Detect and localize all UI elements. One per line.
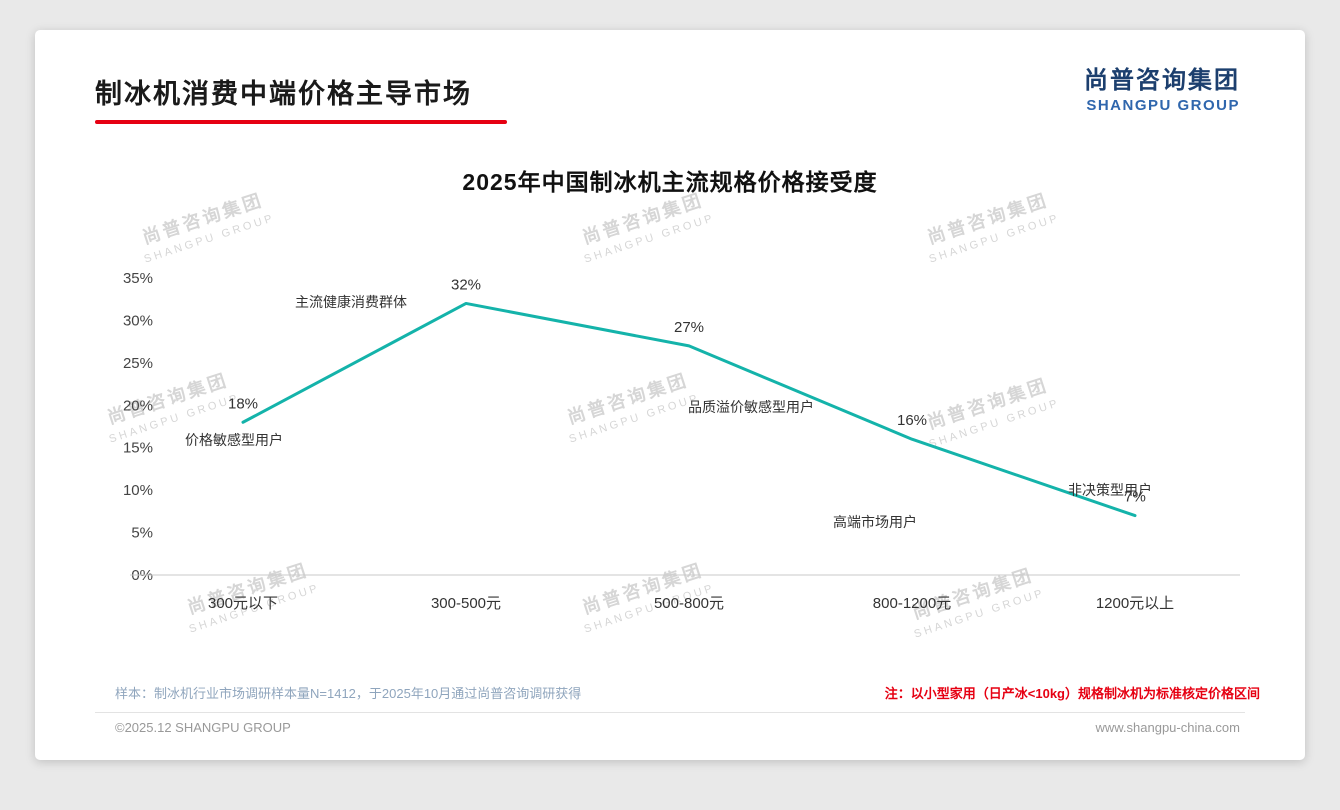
x-axis-label: 300-500元 bbox=[431, 595, 501, 612]
footer-divider bbox=[95, 712, 1245, 713]
y-tick-label: 25% bbox=[123, 355, 153, 372]
line-chart-svg: 0%5%10%15%20%25%30%35%18%32%27%16%7%300元… bbox=[123, 270, 1240, 612]
y-tick-label: 5% bbox=[131, 525, 153, 542]
y-tick-label: 10% bbox=[123, 482, 153, 499]
y-tick-label: 20% bbox=[123, 397, 153, 414]
y-tick-label: 30% bbox=[123, 312, 153, 329]
x-axis-label: 800-1200元 bbox=[873, 595, 951, 612]
slide-card: 尚普咨询集团 SHANGPU GROUP 尚普咨询集团 SHANGPU GROUP 尚普… bbox=[35, 30, 1305, 760]
point-annotation: 品质溢价敏感型用户 bbox=[688, 399, 814, 415]
copyright-text: ©2025.12 SHANGPU GROUP bbox=[115, 720, 291, 735]
value-label: 16% bbox=[897, 412, 927, 429]
value-label: 18% bbox=[228, 395, 258, 412]
acceptance-line bbox=[241, 301, 1137, 518]
x-axis-label: 500-800元 bbox=[654, 595, 724, 612]
line-chart: 0% 5% 10% 15% 20% 25% 30% 35% 18% 32% 27% 16% 7% 300元… bbox=[95, 240, 1275, 630]
value-label: 32% bbox=[451, 276, 481, 293]
chart-title: 2025年中国制冰机主流规格价格接受度 bbox=[462, 169, 878, 195]
y-tick-label: 35% bbox=[123, 270, 153, 287]
value-label: 7% bbox=[1124, 489, 1146, 506]
sample-note: 样本：制冰机行业市场调研样本量N=1412，于2025年10月通过尚普咨询调研获… bbox=[115, 686, 582, 701]
point-annotation: 主流健康消费群体 bbox=[295, 294, 407, 310]
x-axis-label: 300元以下 bbox=[208, 595, 278, 612]
header: 制冰机消费中端价格主导市场 bbox=[95, 72, 507, 124]
x-axis-label: 1200元以上 bbox=[1096, 595, 1174, 612]
price-note: 注：以小型家用（日产冰<10kg）规格制冰机为标准核定价格区间 bbox=[884, 686, 1260, 701]
company-logo: 尚普咨询集团 SHANGPU GROUP bbox=[1084, 60, 1240, 114]
point-annotation: 高端市场用户 bbox=[833, 514, 917, 530]
website-url: www.shangpu-china.com bbox=[1095, 720, 1240, 735]
point-annotation: 非决策型用户 bbox=[1068, 482, 1152, 498]
y-tick-label: 15% bbox=[123, 440, 153, 457]
title-underline bbox=[95, 120, 507, 124]
value-label: 27% bbox=[674, 319, 704, 336]
page-title: 制冰机消费中端价格主导市场 bbox=[95, 79, 472, 109]
point-annotation: 价格敏感型用户 bbox=[185, 432, 283, 448]
notes-row: 样本：制冰机行业市场调研样本量N=1412，于2025年10月通过尚普咨询调研获… bbox=[115, 683, 1260, 702]
footer-row: ©2025.12 SHANGPU GROUP www.shangpu-china… bbox=[115, 720, 1240, 735]
logo-en-text: SHANGPU GROUP bbox=[1086, 97, 1240, 114]
logo-cn-text: 尚普咨询集团 bbox=[1084, 67, 1240, 94]
